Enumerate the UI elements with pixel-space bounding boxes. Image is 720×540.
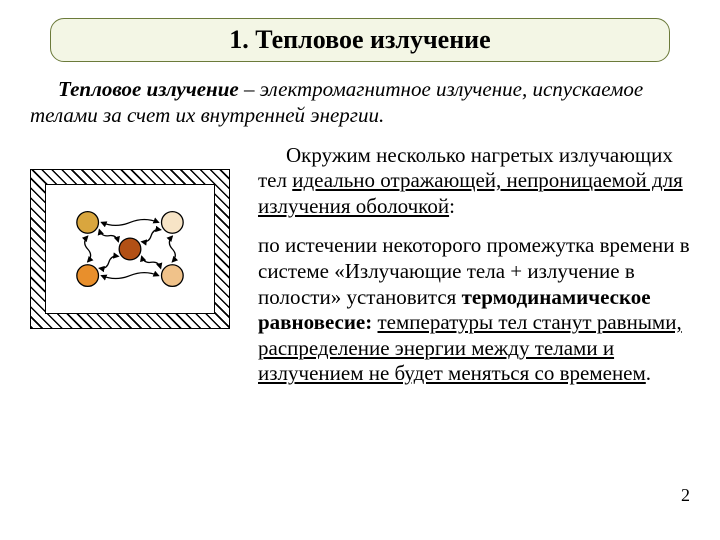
paragraph-1: Окружим несколько нагретых излучающих те… xyxy=(258,143,690,220)
radiation-link xyxy=(85,236,91,262)
figure-column xyxy=(30,143,240,329)
slide: 1. Тепловое излучение Тепловое излучение… xyxy=(0,0,720,540)
radiation-link xyxy=(142,229,161,241)
radiation-link xyxy=(99,229,118,241)
radiation-link xyxy=(169,236,175,262)
text-column: Окружим несколько нагретых излучающих те… xyxy=(258,143,690,387)
content-columns: Окружим несколько нагретых излучающих те… xyxy=(30,143,690,387)
para1-tail: : xyxy=(449,194,455,218)
page-number: 2 xyxy=(681,485,690,506)
radiating-body xyxy=(162,264,184,286)
radiating-body xyxy=(119,238,141,260)
definition-term: Тепловое излучение xyxy=(58,77,239,101)
cavity-svg xyxy=(46,185,214,313)
para2-p3: . xyxy=(646,361,651,385)
definition-paragraph: Тепловое излучение – электромагнитное из… xyxy=(30,76,690,129)
radiation-link xyxy=(142,256,161,268)
radiating-body xyxy=(162,211,184,233)
radiation-link xyxy=(101,272,158,278)
radiation-link xyxy=(101,219,158,225)
figure-frame xyxy=(30,169,230,329)
title-box: 1. Тепловое излучение xyxy=(50,18,670,62)
radiation-link xyxy=(99,256,118,268)
cavity xyxy=(45,184,215,314)
radiating-body xyxy=(77,211,99,233)
slide-title: 1. Тепловое излучение xyxy=(61,25,659,55)
radiating-body xyxy=(77,264,99,286)
paragraph-2: по истечении некоторого промежутка време… xyxy=(258,233,690,387)
para1-underlined: идеально отражающей, непроницаемой для и… xyxy=(258,168,683,218)
